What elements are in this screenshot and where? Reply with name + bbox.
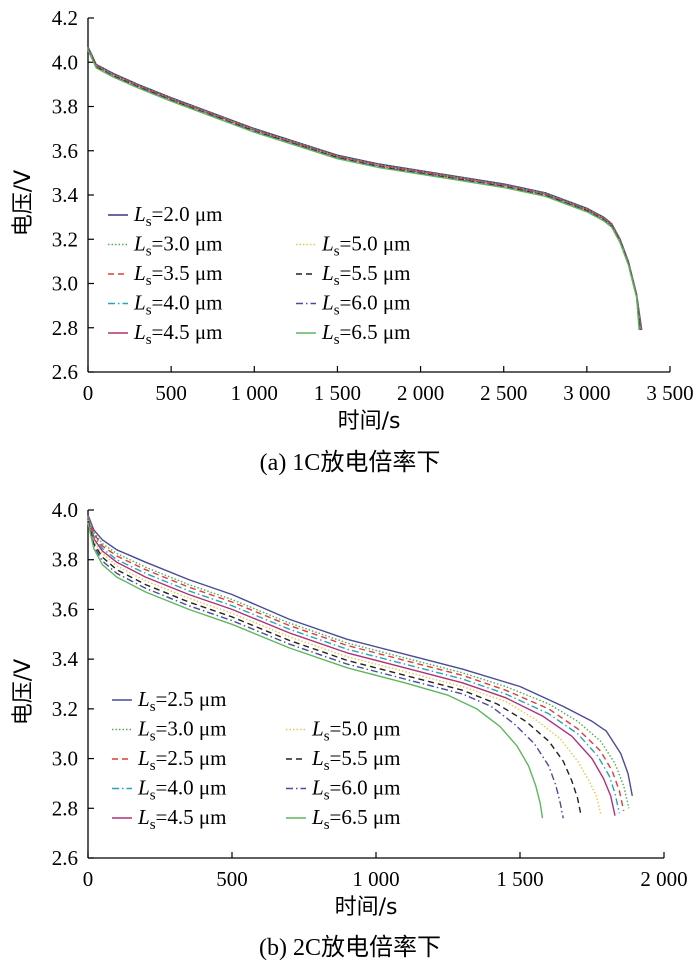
x-tick-label: 3 500 <box>646 381 693 405</box>
y-tick-label: 3.6 <box>52 597 78 621</box>
series-line <box>87 515 630 809</box>
series-line <box>87 47 642 331</box>
x-tick-label: 1 000 <box>352 867 399 891</box>
series-line <box>87 49 641 331</box>
y-tick-label: 3.0 <box>52 747 78 771</box>
y-tick-label: 3.8 <box>52 548 78 572</box>
x-tick-label: 500 <box>155 381 187 405</box>
series-line <box>87 521 564 819</box>
chart-panel-a: 2.6 2.8 3.0 3.2 3.4 3.6 3.8 4.0 4.2 0 500 1 000 1 50… <box>11 6 694 476</box>
series-line <box>87 519 602 814</box>
y-tick-label: 3.2 <box>52 697 78 721</box>
y-tick-label: 2.6 <box>52 360 78 384</box>
series-line <box>87 516 625 811</box>
series-line <box>87 514 633 797</box>
legend-label: Ls=3.0 μm <box>137 717 226 745</box>
y-tick-label: 2.8 <box>52 316 78 340</box>
y-axis-label: 电压/V <box>11 659 36 725</box>
legend-label: Ls=5.5 μm <box>311 746 400 774</box>
y-tick-label: 4.0 <box>52 498 78 522</box>
series-line <box>87 48 641 331</box>
legend-label: Ls=2.5 μm <box>137 687 226 715</box>
x-tick-label: 1 500 <box>314 381 361 405</box>
series-line <box>87 49 641 331</box>
x-tick-label: 3 000 <box>563 381 610 405</box>
legend-label: Ls=5.0 μm <box>321 232 410 260</box>
x-tick-label: 2 000 <box>640 867 687 891</box>
legend-label: Ls=3.5 μm <box>133 261 222 289</box>
y-axis-label: 电压/V <box>11 170 36 236</box>
series-line <box>87 46 643 331</box>
y-tick-label: 2.8 <box>52 796 78 820</box>
x-axis-label: 时间/s <box>335 895 398 920</box>
chart-caption: (a) 1C放电倍率下 <box>260 449 441 476</box>
y-tick-label: 4.2 <box>52 6 78 30</box>
y-tick-label: 3.4 <box>52 647 79 671</box>
legend-label: Ls=3.0 μm <box>133 232 222 260</box>
x-tick-label: 1 000 <box>231 381 278 405</box>
x-tick-label: 1 500 <box>496 867 543 891</box>
legend-label: Ls=6.0 μm <box>321 291 410 319</box>
legend-label: Ls=6.5 μm <box>321 320 410 348</box>
y-tick-label: 3.8 <box>52 95 78 119</box>
series-line <box>87 517 621 814</box>
x-tick-label: 500 <box>216 867 248 891</box>
legend-label: Ls=2.5 μm <box>137 746 226 774</box>
series-line <box>87 47 642 331</box>
x-tick-label: 2 000 <box>397 381 444 405</box>
legend-label: Ls=5.5 μm <box>321 261 410 289</box>
y-tick-label: 4.0 <box>52 50 78 74</box>
legend-label: Ls=5.0 μm <box>311 717 400 745</box>
y-tick-label: 3.2 <box>52 227 78 251</box>
x-tick-label: 0 <box>83 381 94 405</box>
x-tick-label: 0 <box>83 867 94 891</box>
y-tick-label: 3.4 <box>52 183 79 207</box>
series-line <box>87 520 582 816</box>
series-line <box>87 46 643 331</box>
legend-label: Ls=4.0 μm <box>137 776 226 804</box>
y-tick-label: 3.6 <box>52 139 78 163</box>
legend-label: Ls=4.0 μm <box>133 291 222 319</box>
legend-label: Ls=6.5 μm <box>311 805 400 833</box>
y-tick-label: 3.0 <box>52 272 78 296</box>
x-tick-label: 2 500 <box>480 381 527 405</box>
series-line <box>87 48 642 331</box>
x-axis-label: 时间/s <box>338 409 401 434</box>
y-tick-label: 2.6 <box>52 846 78 870</box>
legend-label: Ls=6.0 μm <box>311 776 400 804</box>
legend-label: Ls=2.0 μm <box>133 202 222 230</box>
legend-label: Ls=4.5 μm <box>137 805 226 833</box>
series-line <box>87 522 544 819</box>
chart-panel-b: 2.6 2.8 3.0 3.2 3.4 3.6 3.8 4.0 0 500 1 000 1 500 2 … <box>11 498 688 961</box>
chart-caption: (b) 2C放电倍率下 <box>259 934 441 961</box>
legend-label: Ls=4.5 μm <box>133 320 222 348</box>
series-line <box>87 50 640 331</box>
series-line <box>87 518 616 816</box>
